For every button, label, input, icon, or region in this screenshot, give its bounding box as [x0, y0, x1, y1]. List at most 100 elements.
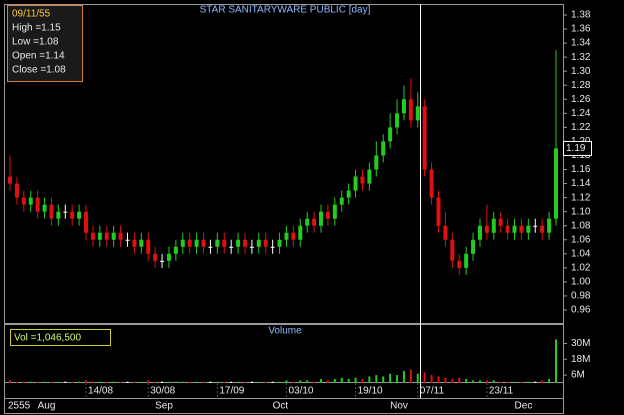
volume-bar: [29, 381, 32, 383]
volume-bar: [98, 381, 101, 383]
volume-bar: [458, 377, 461, 383]
candle-body: [533, 225, 538, 227]
candle-body: [70, 211, 75, 219]
candle-body: [436, 197, 441, 226]
candle-body: [498, 218, 503, 226]
candle-body: [450, 239, 455, 261]
candle-body: [84, 211, 89, 233]
volume-bar: [492, 380, 495, 383]
volume-bar: [188, 381, 191, 383]
volume-bar: [50, 381, 53, 383]
last-price-box: [563, 140, 592, 156]
volume-bar: [313, 381, 316, 383]
candle-body: [298, 225, 303, 240]
volume-title: Volume: [268, 326, 302, 337]
candle-body: [187, 239, 192, 247]
volume-bar: [396, 375, 399, 383]
candle-body: [249, 246, 254, 248]
candle-body: [367, 169, 372, 184]
candle-body: [332, 204, 337, 219]
volume-bar: [340, 377, 343, 383]
info-line: Low =1.08: [12, 37, 59, 48]
volume-bar: [347, 379, 350, 383]
volume-tick-label: 30M: [571, 338, 590, 349]
candle-body: [325, 211, 330, 219]
candle-body: [491, 218, 496, 233]
volume-bar: [133, 381, 136, 383]
y-tick-label: 1.26: [571, 94, 591, 105]
volume-bar: [534, 381, 537, 383]
candle-body: [104, 232, 109, 240]
candle-body: [236, 239, 241, 247]
x-tick-label: 19/10: [358, 386, 383, 397]
volume-bar: [451, 379, 454, 383]
volume-bar: [237, 381, 240, 383]
candle-body: [8, 176, 12, 184]
candle-body: [540, 225, 545, 233]
candle-body: [14, 183, 19, 198]
y-tick-label: 1.08: [571, 220, 591, 231]
volume-tick-label: 6M: [571, 370, 585, 381]
candle-body: [477, 225, 482, 240]
candle-body: [401, 99, 406, 114]
volume-tick-label: 18M: [571, 354, 590, 365]
candle-body: [56, 211, 61, 219]
y-tick-label: 1.06: [571, 234, 591, 245]
volume-bar: [85, 380, 88, 383]
y-tick-label: 1.10: [571, 206, 591, 217]
volume-bar: [444, 377, 447, 383]
candle-body: [208, 246, 213, 248]
volume-bar: [71, 381, 74, 383]
volume-bar: [36, 381, 39, 383]
candle-body: [180, 239, 185, 247]
candle-body: [360, 176, 365, 184]
candle-body: [97, 232, 102, 240]
volume-bar: [167, 381, 170, 383]
candle-body: [77, 211, 82, 219]
x-tick-label: 03/10: [288, 386, 313, 397]
volume-bar: [271, 381, 274, 383]
volume-bar: [22, 381, 25, 383]
volume-bar: [299, 380, 302, 383]
candle-body: [312, 218, 317, 226]
candle-body: [305, 218, 310, 226]
candle-body: [471, 239, 476, 254]
candle-body: [222, 239, 227, 247]
volume-bar: [264, 381, 267, 383]
candle-body: [118, 232, 123, 240]
volume-bar: [520, 381, 523, 383]
candle-body: [443, 225, 448, 240]
candle-body: [484, 225, 489, 233]
volume-bar: [361, 379, 364, 383]
candle-body: [173, 246, 178, 254]
volume-bar: [105, 381, 108, 383]
candle-body: [519, 225, 524, 233]
volume-bar: [140, 381, 143, 383]
candle-body: [35, 197, 40, 212]
volume-bar: [292, 381, 295, 383]
info-line: Open =1.14: [12, 51, 65, 62]
y-tick-label: 0.96: [571, 305, 591, 316]
y-tick-label: 1.00: [571, 277, 591, 288]
candle-body: [291, 232, 296, 240]
candle-body: [242, 239, 247, 247]
month-label: Nov: [390, 401, 408, 412]
volume-bar: [147, 380, 150, 383]
y-tick-label: 1.34: [571, 38, 591, 49]
candle-body: [353, 176, 358, 191]
volume-bar: [326, 380, 329, 383]
volume-bar: [499, 381, 502, 383]
volume-bar: [333, 379, 336, 383]
volume-bar: [548, 379, 551, 383]
volume-bar: [354, 377, 357, 383]
volume-bar: [78, 381, 81, 383]
y-tick-label: 1.14: [571, 178, 591, 189]
volume-bar: [368, 376, 371, 383]
volume-bar: [15, 381, 18, 383]
candle-body: [395, 113, 400, 128]
volume-bar: [57, 381, 60, 383]
candle-body: [42, 204, 47, 212]
candle-body: [146, 239, 151, 254]
volume-info-box: [10, 329, 111, 346]
